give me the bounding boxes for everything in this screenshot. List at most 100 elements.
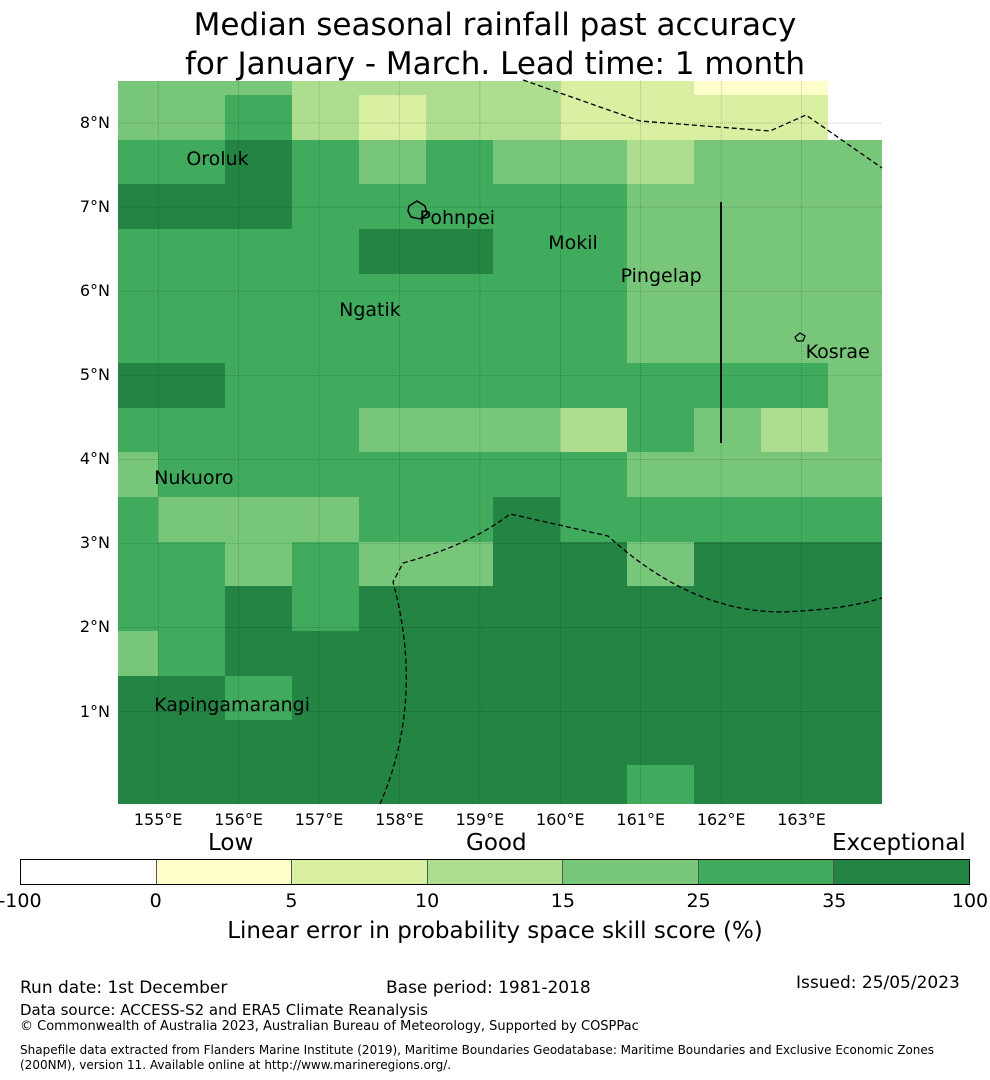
grid-cell	[694, 408, 761, 452]
grid-cell	[158, 720, 225, 765]
grid-cell	[359, 95, 426, 140]
grid-cell	[828, 363, 882, 408]
latitude-label: 1°N	[79, 701, 110, 721]
grid-cell	[627, 631, 694, 676]
grid-cell	[560, 318, 627, 363]
longitude-label: 158°E	[375, 810, 424, 829]
grid-cell	[694, 586, 761, 631]
colorbar-tick-label: 35	[822, 890, 847, 912]
longitude-label: 155°E	[133, 810, 183, 829]
latitude-label: 6°N	[79, 281, 110, 301]
grid-cell	[627, 81, 694, 95]
grid-cell	[158, 95, 225, 140]
grid-cell	[627, 318, 694, 363]
grid-cell	[225, 81, 292, 95]
grid-cell	[761, 95, 828, 140]
grid-cell	[761, 720, 828, 765]
grid-cell	[118, 95, 158, 140]
grid-cell	[493, 720, 560, 765]
grid-cell	[426, 765, 493, 804]
longitude-label: 157°E	[294, 810, 344, 829]
grid-cell	[493, 274, 560, 318]
grid-cell	[359, 676, 426, 720]
colorbar-segment	[292, 860, 428, 884]
grid-cell	[158, 363, 225, 408]
grid-cell	[828, 452, 882, 497]
grid-cell	[426, 363, 493, 408]
grid-cell	[118, 274, 158, 318]
grid-cell	[828, 274, 882, 318]
colorbar-segment	[563, 860, 699, 884]
run-date-text: Run date: 1st December	[20, 978, 228, 998]
grid-cell	[828, 95, 882, 140]
longitude-label: 156°E	[214, 810, 263, 829]
grid-cell	[426, 95, 493, 140]
grid-cell	[426, 81, 493, 95]
grid-cell	[493, 631, 560, 676]
grid-cell	[761, 363, 828, 408]
grid-cell	[828, 318, 882, 363]
grid-cell	[493, 363, 560, 408]
longitude-label: 160°E	[535, 810, 585, 829]
latitude-label: 4°N	[79, 449, 110, 469]
grid-cell	[118, 720, 158, 765]
grid-cell	[828, 408, 882, 452]
grid-cell	[828, 586, 882, 631]
grid-cell	[158, 542, 225, 586]
skill-grid	[118, 81, 882, 804]
grid-cell	[694, 765, 761, 804]
grid-cell	[761, 452, 828, 497]
grid-cell	[292, 140, 359, 184]
grid-cell	[118, 184, 158, 229]
grid-cell	[225, 452, 292, 497]
grid-cell	[426, 229, 493, 274]
grid-cell	[761, 184, 828, 229]
grid-cell	[828, 765, 882, 804]
grid-cell	[292, 452, 359, 497]
grid-cell	[627, 765, 694, 804]
latitude-label: 3°N	[79, 533, 110, 553]
grid-cell	[292, 229, 359, 274]
grid-cell	[493, 318, 560, 363]
grid-cell	[493, 184, 560, 229]
grid-cell	[292, 676, 359, 720]
grid-cell	[292, 542, 359, 586]
grid-cell	[694, 140, 761, 184]
grid-cell	[359, 497, 426, 542]
latitude-label: 2°N	[79, 617, 110, 637]
grid-cell	[828, 184, 882, 229]
grid-cell	[118, 81, 158, 95]
grid-cell	[426, 586, 493, 631]
copyright-text: © Commonwealth of Australia 2023, Austra…	[20, 1019, 639, 1034]
grid-cell	[627, 184, 694, 229]
grid-cell	[828, 81, 882, 95]
place-label-oroluk: Oroluk	[186, 147, 249, 170]
grid-cell	[694, 542, 761, 586]
grid-cell	[118, 363, 158, 408]
grid-cell	[292, 408, 359, 452]
grid-cell	[761, 765, 828, 804]
grid-cell	[225, 363, 292, 408]
place-label-kapingamarangi: Kapingamarangi	[154, 694, 310, 717]
grid-cell	[118, 408, 158, 452]
grid-cell	[426, 720, 493, 765]
grid-cell	[292, 363, 359, 408]
chart-title-line2: for January - March. Lead time: 1 month	[185, 46, 805, 82]
grid-cell	[761, 81, 828, 95]
maritime-boundaries	[379, 79, 883, 805]
grid-cell	[118, 497, 158, 542]
grid-cell	[225, 408, 292, 452]
grid-cell	[694, 363, 761, 408]
grid-cell	[359, 184, 426, 229]
grid-cell	[493, 452, 560, 497]
grid-cell	[292, 318, 359, 363]
grid-cell	[158, 229, 225, 274]
grid-cell	[627, 408, 694, 452]
grid-cell	[694, 81, 761, 95]
grid-cell	[225, 497, 292, 542]
grid-cell	[158, 631, 225, 676]
grid-cell	[225, 586, 292, 631]
grid-cell	[426, 408, 493, 452]
kosrae-island-outline	[794, 332, 806, 342]
grid-cell	[560, 95, 627, 140]
